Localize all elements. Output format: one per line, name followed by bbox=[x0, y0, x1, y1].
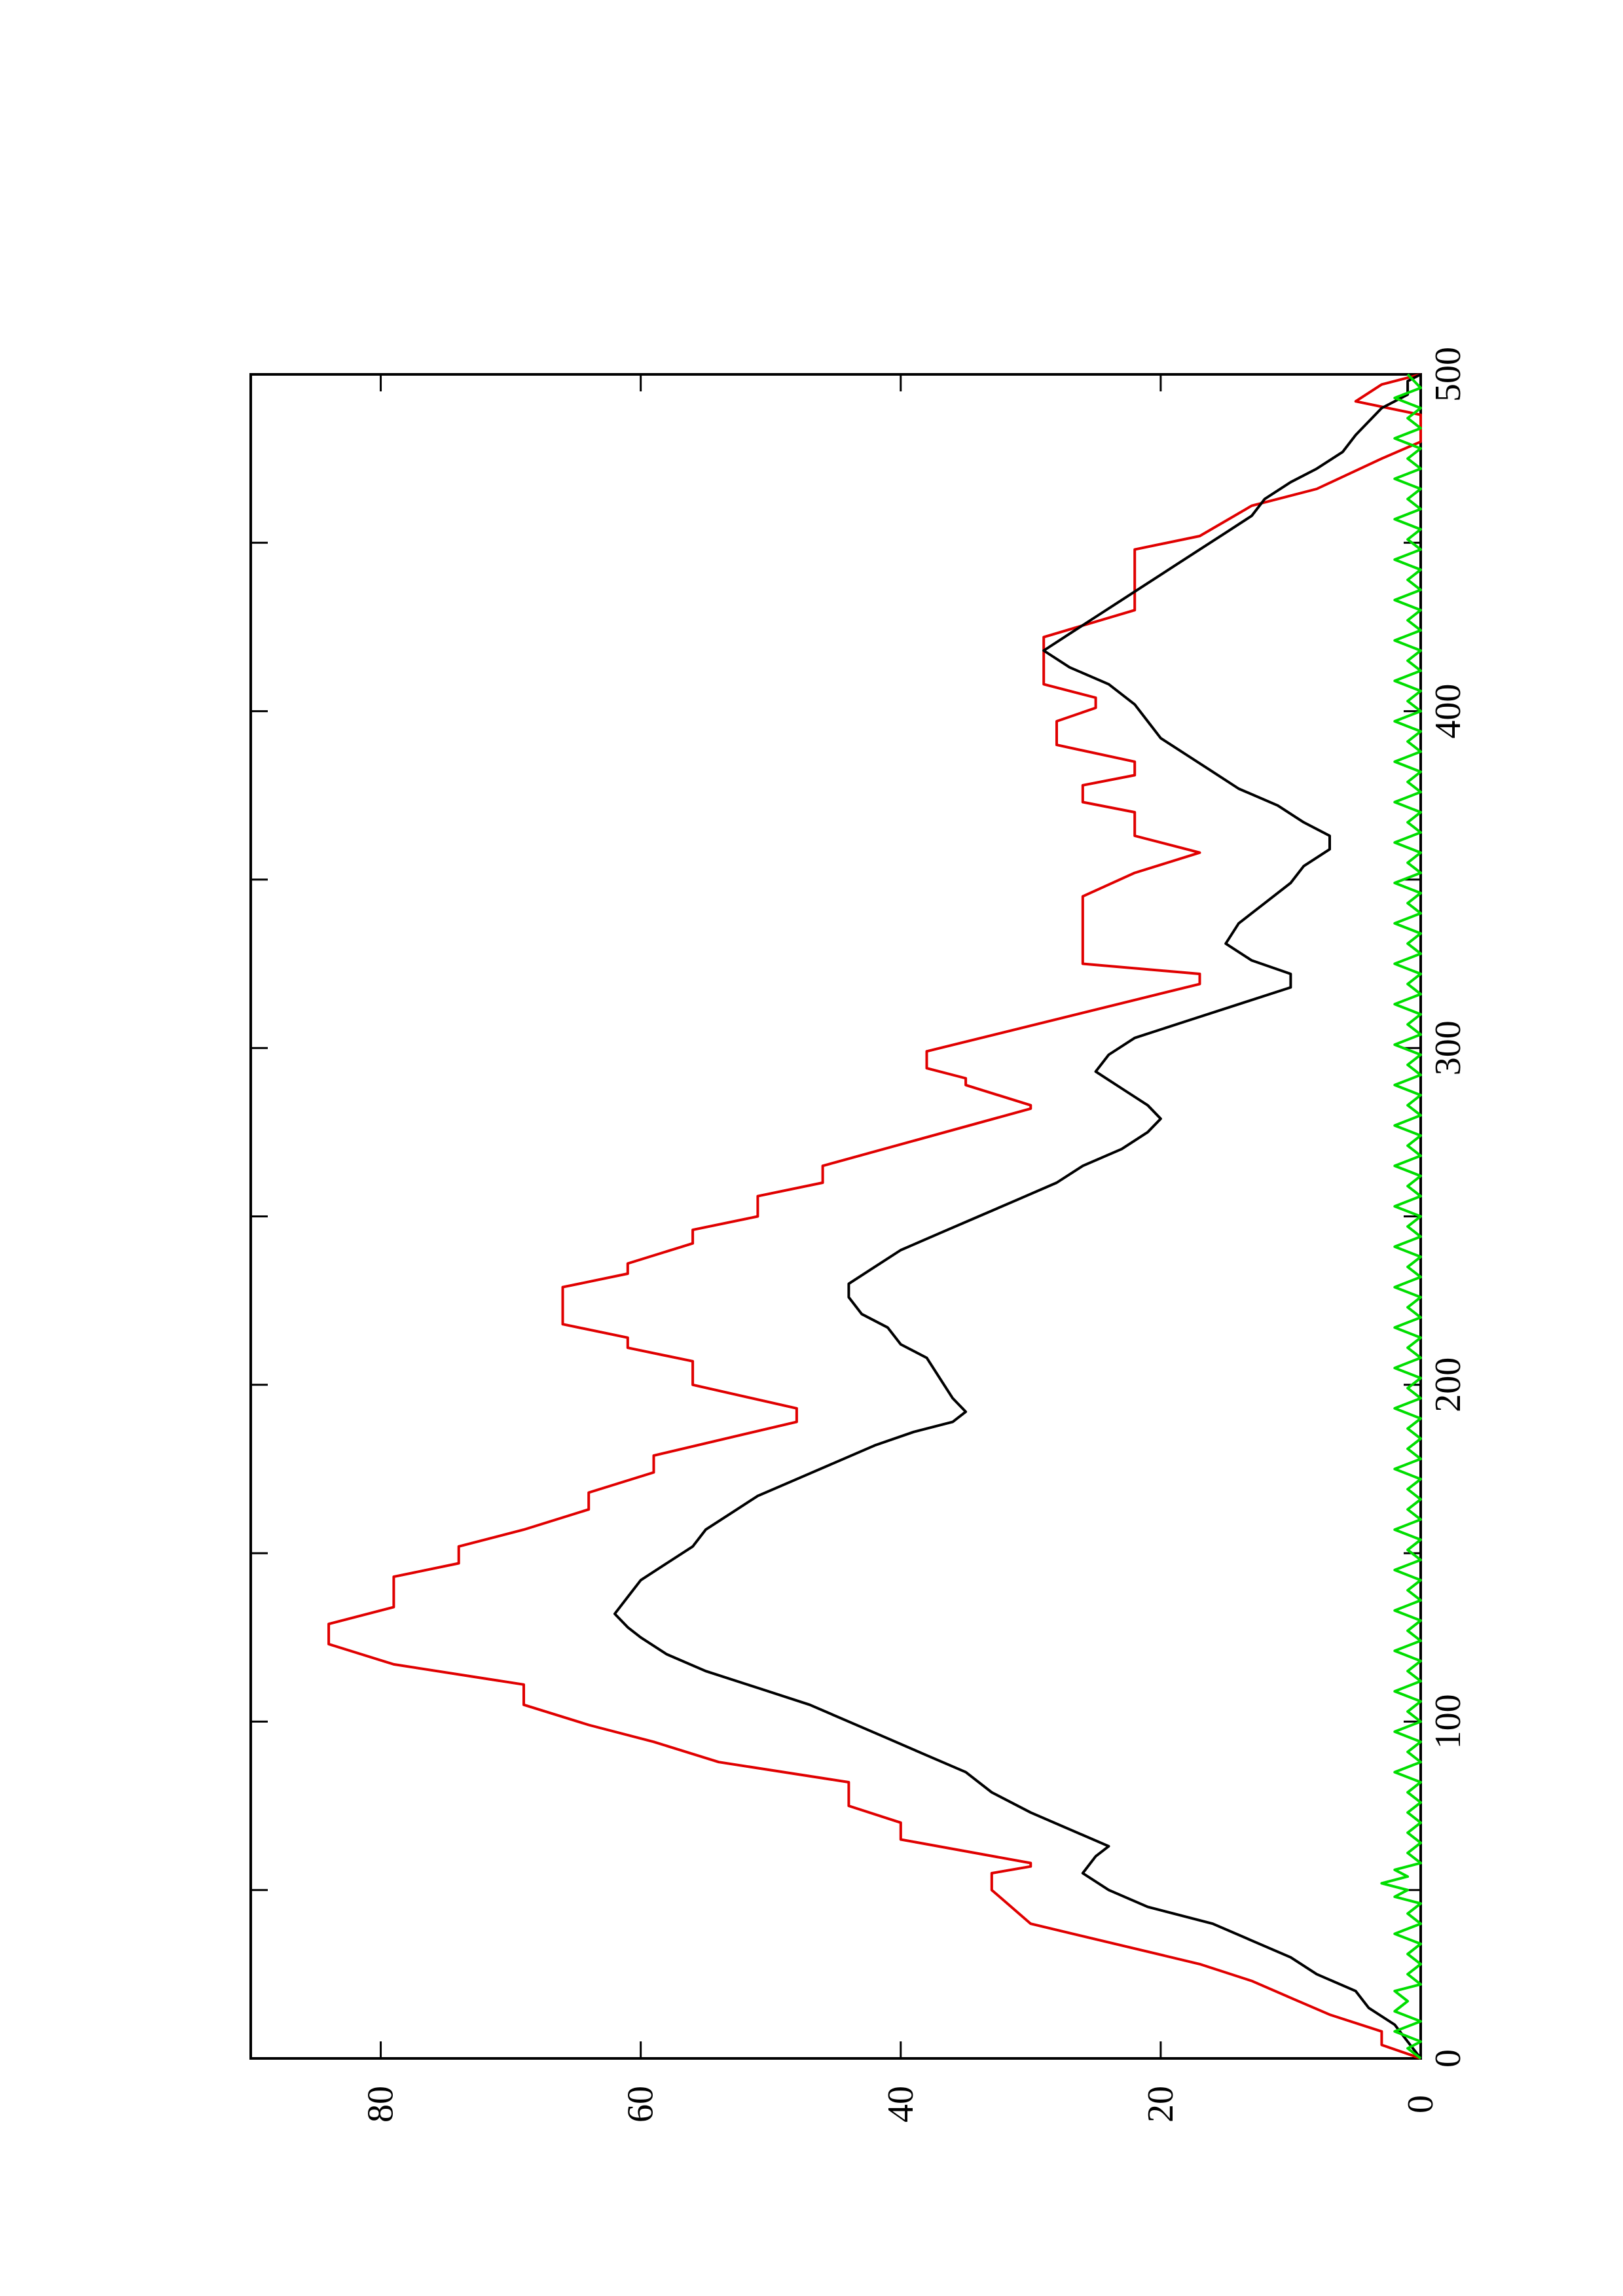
x-tick-label: 400 bbox=[1428, 684, 1468, 739]
series-line-2 bbox=[1380, 373, 1422, 2060]
y-tick-label: 60 bbox=[621, 2086, 661, 2123]
y-tick-label: 20 bbox=[1140, 2086, 1181, 2123]
y-tick-label: 80 bbox=[361, 2086, 401, 2123]
series-line-0 bbox=[327, 373, 1422, 2060]
series-line-1 bbox=[613, 373, 1422, 2060]
y-tick-label: 40 bbox=[881, 2086, 921, 2123]
plot-area: 0 100 200 300 400 500 0 20 40 60 80 bbox=[249, 347, 1468, 2123]
x-tick-label: 300 bbox=[1428, 1020, 1468, 1075]
x-tick-label: 200 bbox=[1428, 1357, 1468, 1412]
y-tick-label: 0 bbox=[1400, 2095, 1441, 2113]
x-tick-label: 100 bbox=[1428, 1694, 1468, 1749]
x-tick-label: 0 bbox=[1428, 2049, 1468, 2068]
x-tick-label: 500 bbox=[1428, 347, 1468, 402]
plot-frame bbox=[249, 373, 1422, 2060]
